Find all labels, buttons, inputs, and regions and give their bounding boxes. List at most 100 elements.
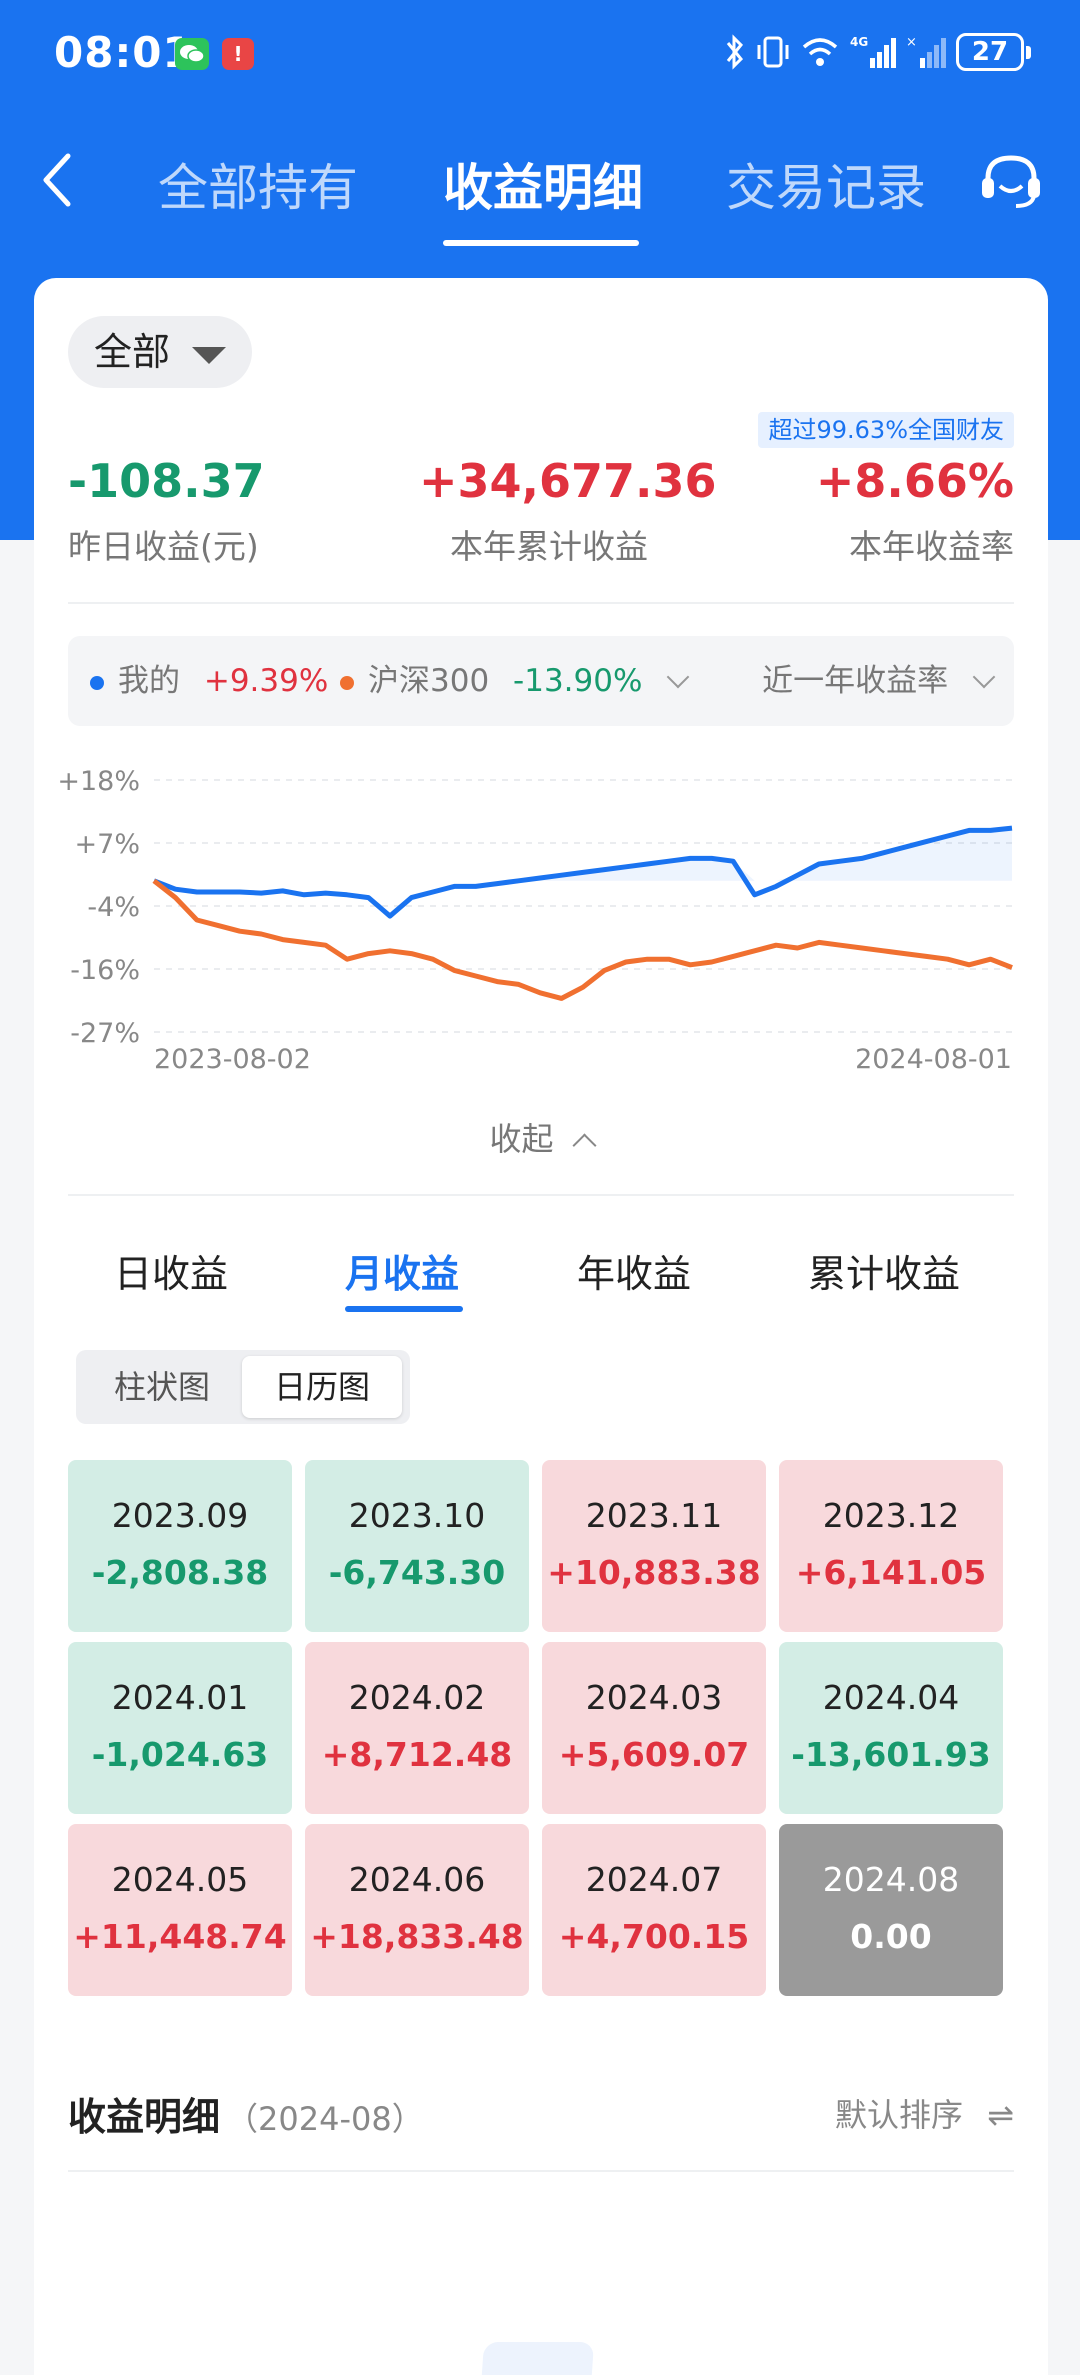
month-label: 2023.09 [111, 1496, 249, 1535]
x-tick-label: 2023-08-02 [154, 1044, 311, 1075]
series-line-benchmark [152, 878, 1013, 1001]
tab-yearly[interactable]: 年收益 [577, 1252, 692, 1296]
account-filter-label: 全部 [94, 330, 171, 374]
month-cell[interactable]: 2023.12 +6,141.05 [779, 1460, 1003, 1632]
benchmark-selector[interactable]: 沪深300 -13.90% [340, 636, 690, 726]
month-value: 0.00 [850, 1917, 932, 1956]
month-value: +18,833.48 [310, 1917, 524, 1956]
legend-mine-value: +9.39% [203, 663, 329, 699]
toggle-bar-chart[interactable]: 柱状图 [113, 1368, 210, 1406]
month-cell[interactable]: 2024.01 -1,024.63 [68, 1642, 292, 1814]
divider [68, 602, 1014, 604]
legend-benchmark-label: 沪深300 [368, 663, 490, 699]
period-tab-indicator [345, 1306, 463, 1312]
back-button[interactable] [34, 150, 84, 210]
status-time: 08:01 [54, 28, 193, 77]
top-nav: 全部持有 收益明细 交易记录 [0, 120, 1080, 255]
month-value: +4,700.15 [558, 1917, 750, 1956]
sort-label: 默认排序 [835, 2096, 964, 2134]
ytd-earnings-value: +34,677.36 [419, 454, 717, 508]
status-bar: 08:01 ! 4G × 27 [0, 0, 1080, 110]
tab-daily[interactable]: 日收益 [114, 1252, 229, 1296]
signal-secondary-icon: × [906, 32, 946, 72]
customer-service-button[interactable] [976, 146, 1046, 216]
divider [68, 1194, 1014, 1196]
stat-ytd-rate: +8.66% 本年收益率 [816, 454, 1014, 568]
legend-dot-orange [340, 675, 354, 690]
status-icons: 4G × 27 [724, 32, 1031, 72]
svg-text:4G: 4G [850, 35, 868, 49]
active-tab-indicator [443, 240, 639, 246]
range-selector[interactable]: 近一年收益率 [762, 636, 996, 726]
month-label: 2024.07 [585, 1860, 723, 1899]
month-cell[interactable]: 2024.07 +4,700.15 [542, 1824, 766, 1996]
month-value: +10,883.38 [547, 1553, 761, 1592]
detail-period: （2024-08） [226, 2100, 424, 2138]
battery-indicator: 27 [956, 33, 1031, 71]
divider [68, 2170, 1014, 2172]
month-value: +8,712.48 [321, 1735, 513, 1774]
y-tick-label: +18% [57, 766, 140, 797]
month-cell[interactable]: 2023.09 -2,808.38 [68, 1460, 292, 1632]
detail-section-title: 收益明细 （2024-08） [68, 2086, 424, 2141]
month-cell[interactable]: 2024.05 +11,448.74 [68, 1824, 292, 1996]
tab-all-holdings[interactable]: 全部持有 [158, 159, 358, 217]
tab-monthly[interactable]: 月收益 [345, 1252, 460, 1296]
month-label: 2024.06 [348, 1860, 486, 1899]
month-cell[interactable]: 2024.08 0.00 [779, 1824, 1003, 1996]
svg-text:×: × [906, 35, 917, 50]
view-toggle: 柱状图 日历图 [76, 1350, 410, 1424]
returns-chart: +18% +7% -4% -16% -27% 2023-08-02 2024-08-01 [34, 748, 1048, 1078]
account-filter-dropdown[interactable]: 全部 [68, 316, 252, 388]
month-value: -2,808.38 [91, 1553, 269, 1592]
chevron-down-icon [666, 665, 690, 689]
chevron-up-icon [571, 1133, 597, 1158]
swap-arrows-icon: ⇌ [987, 2096, 1014, 2134]
rank-badge: 超过99.63%全国财友 [758, 412, 1014, 448]
month-cell[interactable]: 2024.03 +5,609.07 [542, 1642, 766, 1814]
month-cell[interactable]: 2023.10 -6,743.30 [305, 1460, 529, 1632]
month-value: -6,743.30 [328, 1553, 506, 1592]
month-value: +5,609.07 [558, 1735, 750, 1774]
vibrate-icon [756, 32, 790, 72]
wechat-icon [175, 38, 209, 70]
month-cell[interactable]: 2024.04 -13,601.93 [779, 1642, 1003, 1814]
series-line-mine [153, 825, 1013, 919]
month-cell[interactable]: 2023.11 +10,883.38 [542, 1460, 766, 1632]
collapse-label: 收起 [489, 1120, 554, 1158]
y-tick-label: +7% [75, 829, 140, 860]
month-value: +6,141.05 [795, 1553, 987, 1592]
legend-mine: 我的 +9.39% [90, 636, 328, 726]
y-tick-label: -16% [70, 955, 140, 986]
tab-trade-records[interactable]: 交易记录 [726, 159, 926, 217]
sort-button[interactable]: 默认排序 ⇌ [835, 2090, 1014, 2136]
yesterday-earnings-value: -108.37 [68, 454, 265, 508]
empty-state-icon [479, 2342, 595, 2375]
ytd-rate-label: 本年收益率 [849, 527, 1014, 566]
month-label: 2024.05 [111, 1860, 249, 1899]
month-label: 2023.12 [822, 1496, 960, 1535]
month-value: +11,448.74 [73, 1917, 287, 1956]
month-label: 2023.10 [348, 1496, 486, 1535]
month-cell[interactable]: 2024.06 +18,833.48 [305, 1824, 529, 1996]
ytd-rate-value: +8.66% [815, 454, 1014, 508]
tab-earnings-detail[interactable]: 收益明细 [443, 159, 643, 217]
stat-ytd-total: +34,677.36 本年累计收益 [419, 454, 717, 568]
y-tick-label: -27% [70, 1018, 140, 1049]
y-tick-label: -4% [87, 892, 140, 923]
back-arrow-icon [43, 153, 71, 207]
tab-cumulative[interactable]: 累计收益 [808, 1252, 961, 1296]
notification-alert-icon: ! [222, 38, 254, 70]
wifi-icon [800, 32, 840, 72]
series-area-fill [154, 828, 1012, 881]
month-value: -1,024.63 [91, 1735, 269, 1774]
range-label: 近一年收益率 [762, 663, 949, 699]
month-cell[interactable]: 2024.02 +8,712.48 [305, 1642, 529, 1814]
yesterday-earnings-label: 昨日收益(元) [68, 527, 259, 566]
toggle-calendar[interactable]: 日历图 [242, 1356, 402, 1418]
collapse-chart-button[interactable]: 收起 [34, 1114, 1048, 1160]
bluetooth-icon [724, 32, 746, 72]
legend-mine-label: 我的 [118, 663, 180, 699]
detail-title-text: 收益明细 [68, 2095, 221, 2139]
month-label: 2023.11 [585, 1496, 723, 1535]
